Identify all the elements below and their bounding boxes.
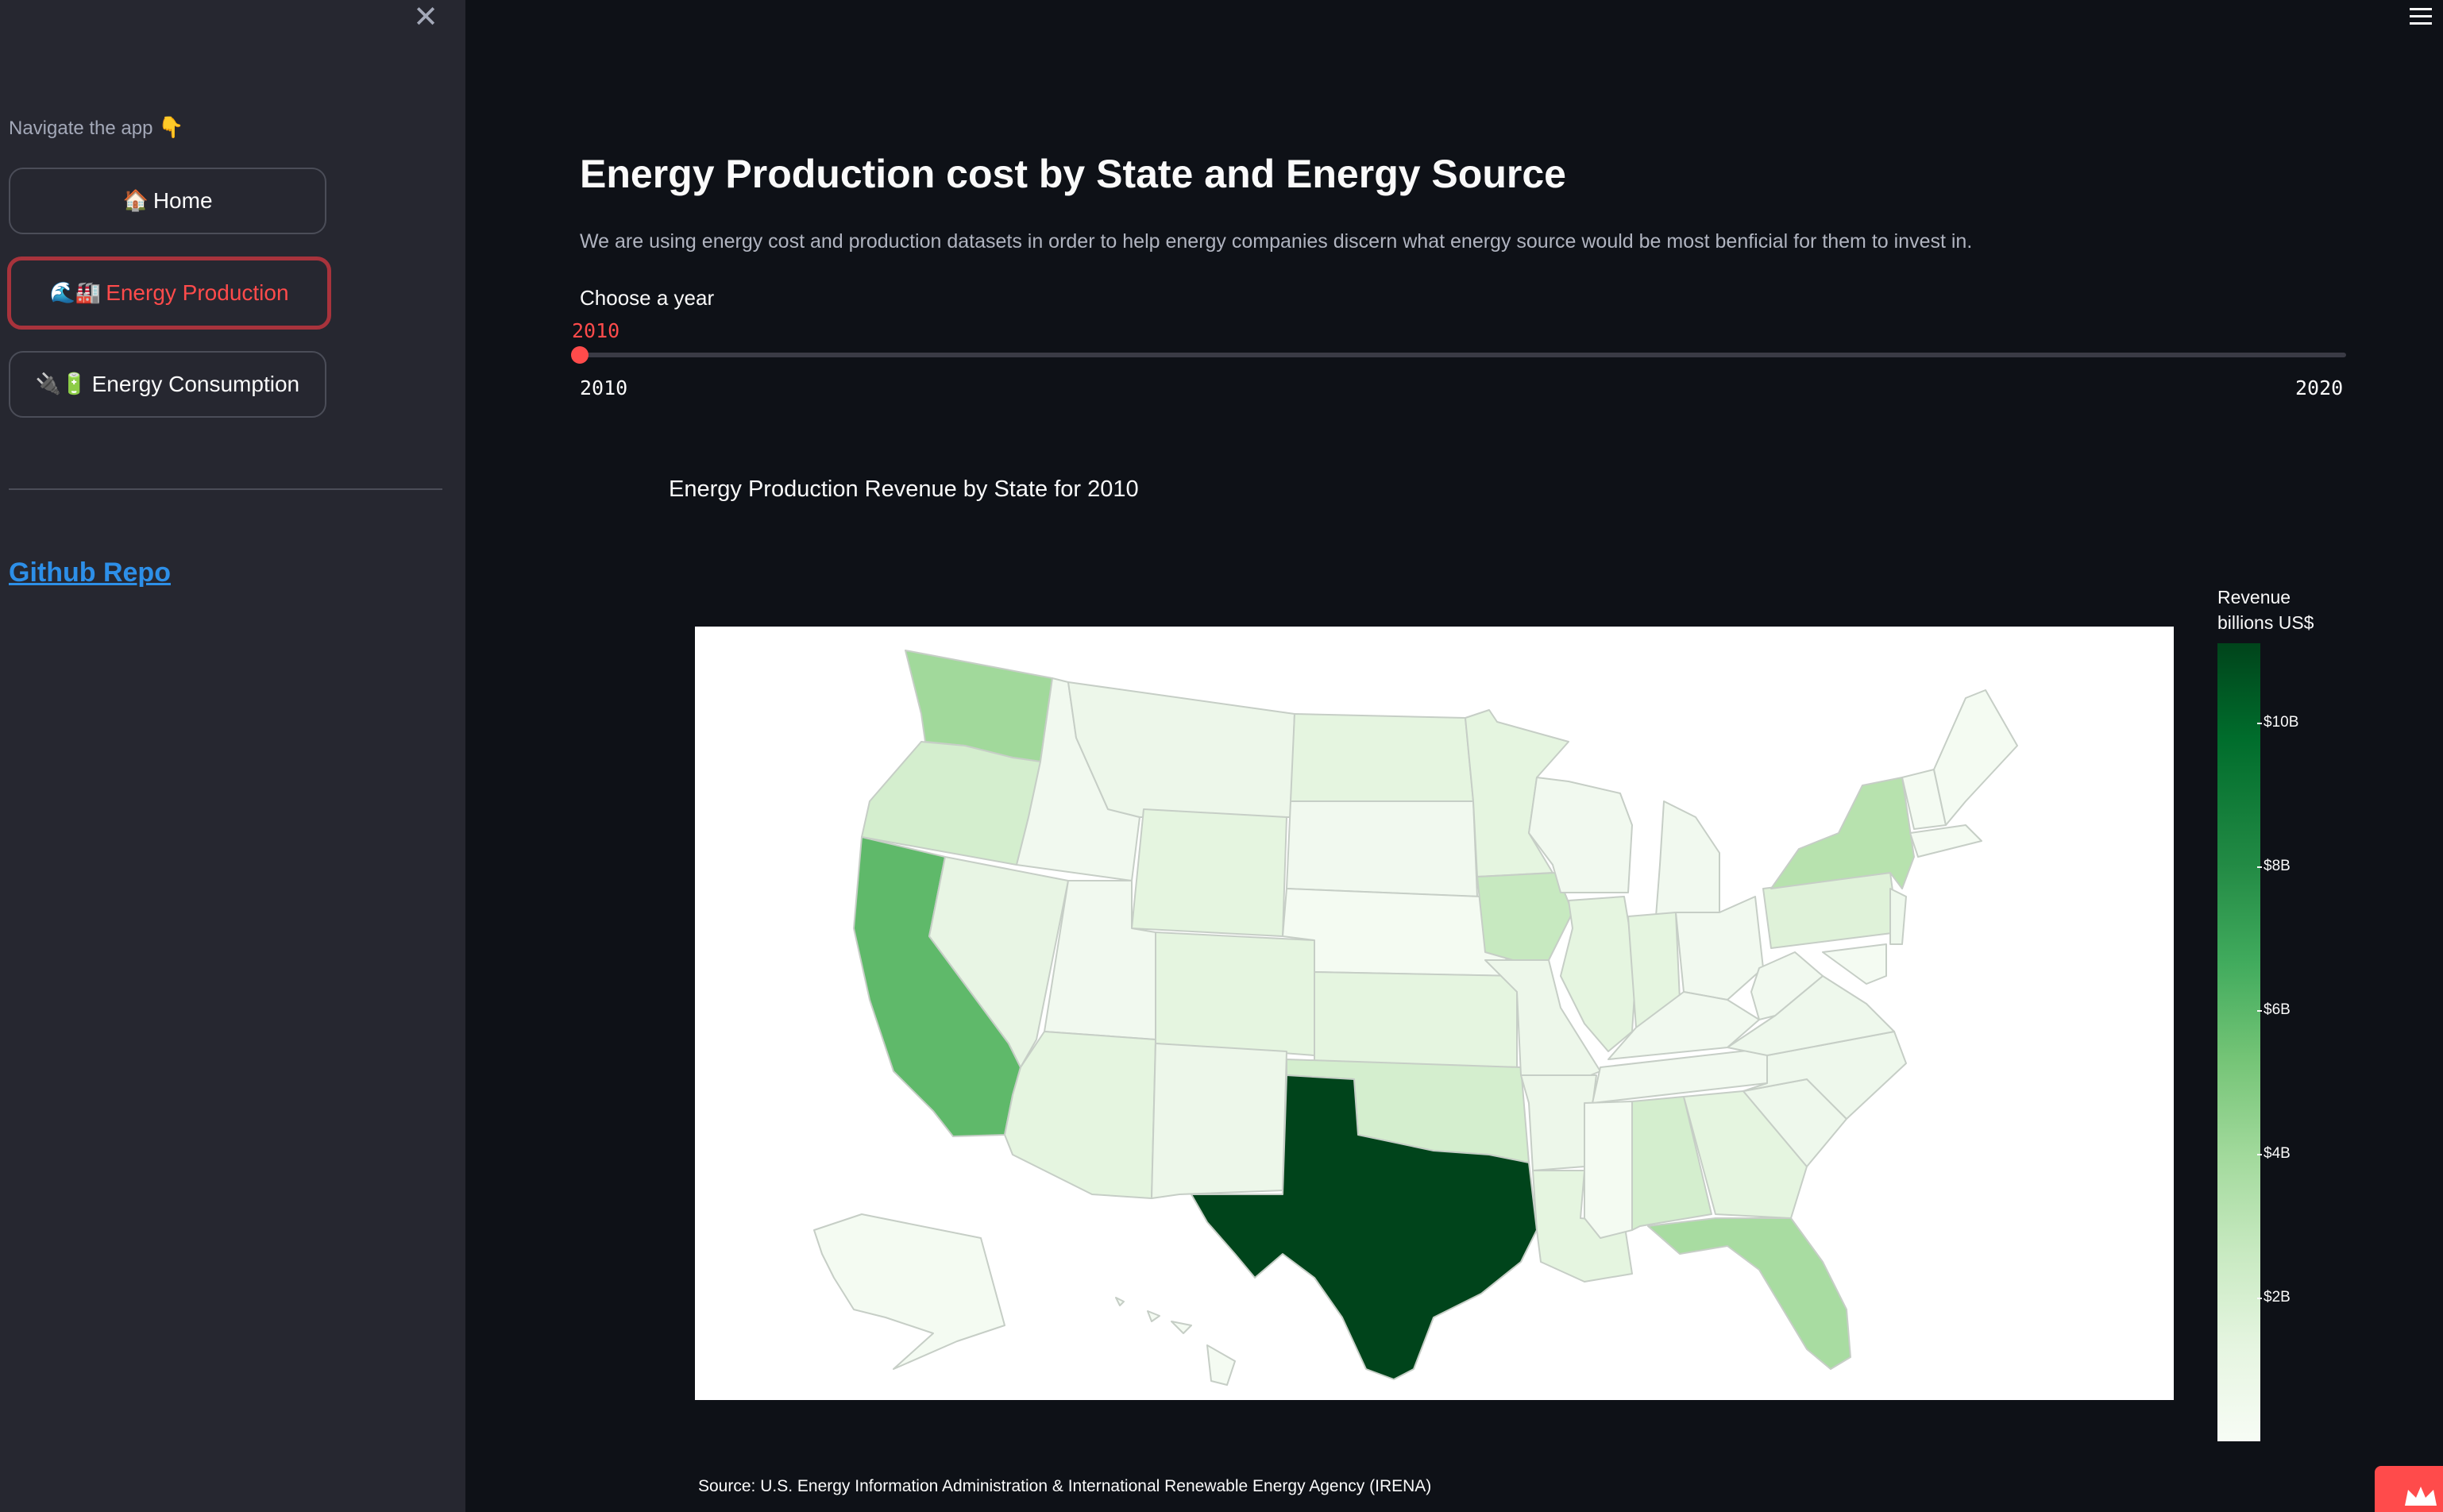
- colorbar-tick: $8B: [2257, 858, 2291, 874]
- state-ny[interactable]: [1770, 777, 1915, 889]
- state-oh[interactable]: [1675, 896, 1764, 1001]
- nav-home-button[interactable]: 🏠 Home: [9, 168, 326, 234]
- state-co[interactable]: [1155, 932, 1315, 1056]
- colorbar: [2217, 643, 2260, 1441]
- state-ar[interactable]: [1520, 1074, 1597, 1171]
- state-la[interactable]: [1532, 1170, 1633, 1282]
- state-az[interactable]: [1004, 1031, 1156, 1199]
- crown-icon: [2405, 1487, 2437, 1506]
- nav-energy-production-label: Energy Production: [106, 280, 289, 305]
- year-slider-label: Choose a year: [580, 286, 715, 310]
- nav-caption: Navigate the app 👇: [9, 116, 184, 140]
- close-sidebar-icon[interactable]: ✕: [413, 1, 438, 34]
- year-slider-value: 2010: [572, 319, 620, 342]
- state-ga[interactable]: [1683, 1090, 1808, 1219]
- state-wy[interactable]: [1131, 808, 1287, 937]
- colorbar-title-line1: Revenue: [2217, 587, 2291, 608]
- state-ak[interactable]: [813, 1213, 1005, 1370]
- state-ms[interactable]: [1584, 1101, 1633, 1239]
- state-ks[interactable]: [1314, 971, 1518, 1068]
- page-description: We are using energy cost and production …: [580, 230, 1973, 253]
- streamlit-badge[interactable]: [2375, 1466, 2443, 1512]
- state-mi[interactable]: [1655, 800, 1720, 917]
- plug-battery-icon: 🔌🔋: [35, 372, 87, 396]
- nav-energy-consumption-button[interactable]: 🔌🔋 Energy Consumption: [9, 351, 326, 418]
- state-sd[interactable]: [1286, 800, 1478, 897]
- colorbar-title: Revenue billions US$: [2217, 584, 2314, 635]
- year-slider-track[interactable]: [580, 353, 2346, 357]
- state-mt[interactable]: [1067, 681, 1295, 818]
- hamburger-menu-icon[interactable]: [2406, 3, 2435, 32]
- state-hi[interactable]: [1206, 1344, 1236, 1386]
- data-source-caption: Source: U.S. Energy Information Administ…: [698, 1477, 1432, 1495]
- colorbar-tick: $6B: [2257, 1001, 2291, 1018]
- state-wv[interactable]: [1750, 951, 1824, 1020]
- state-al[interactable]: [1631, 1096, 1712, 1231]
- colorbar-title-line2: billions US$: [2217, 612, 2314, 633]
- sidebar: ✕ Navigate the app 👇 🏠 Home 🌊🏭 Energy Pr…: [0, 0, 465, 1512]
- chart-title: Energy Production Revenue by State for 2…: [669, 476, 1139, 502]
- state-tx[interactable]: [1191, 1074, 1538, 1380]
- state-me[interactable]: [1933, 689, 2018, 826]
- state-nj[interactable]: [1889, 888, 1907, 945]
- pointing-down-icon: 👇: [158, 116, 184, 140]
- state-md[interactable]: [1822, 943, 1887, 985]
- year-slider-max: 2020: [2295, 376, 2344, 399]
- nav-energy-production-button[interactable]: 🌊🏭 Energy Production: [7, 256, 331, 330]
- state-ma[interactable]: [1909, 824, 1982, 858]
- github-repo-link[interactable]: Github Repo: [9, 557, 171, 588]
- nav-home-label: Home: [152, 188, 213, 213]
- year-slider-min: 2010: [580, 376, 628, 399]
- state-ne[interactable]: [1282, 888, 1514, 977]
- house-icon: 🏠: [122, 189, 149, 213]
- state-nd[interactable]: [1290, 713, 1474, 802]
- us-map-svg: [813, 650, 2018, 1386]
- state-nm[interactable]: [1151, 1043, 1287, 1199]
- state-hi-islands: [1115, 1297, 1192, 1334]
- state-wi[interactable]: [1528, 777, 1633, 893]
- year-slider-thumb[interactable]: [571, 346, 589, 364]
- colorbar-tick: $4B: [2257, 1145, 2291, 1162]
- page-title: Energy Production cost by State and Ener…: [580, 152, 1566, 196]
- colorbar-tick: $10B: [2256, 714, 2299, 731]
- colorbar-tick: $2B: [2257, 1289, 2291, 1306]
- wave-factory-icon: 🌊🏭: [49, 281, 102, 305]
- us-choropleth-map[interactable]: [695, 627, 2174, 1400]
- state-nc[interactable]: [1743, 1031, 1907, 1120]
- nav-energy-consumption-label: Energy Consumption: [91, 372, 300, 396]
- state-fl[interactable]: [1647, 1217, 1851, 1370]
- sidebar-divider: [9, 488, 442, 490]
- nav-caption-text: Navigate the app: [9, 118, 153, 139]
